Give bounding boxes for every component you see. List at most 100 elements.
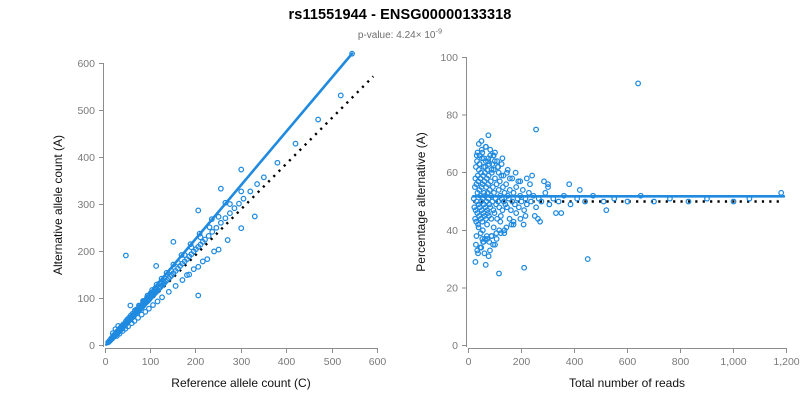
scatter-point (472, 164, 479, 170)
scatter-point (479, 149, 486, 156)
scatter-point (495, 187, 502, 193)
right-x-label-200: 200 (513, 356, 531, 368)
left-x-label-100: 100 (142, 356, 160, 368)
scatter-point (167, 273, 174, 280)
scatter-point (555, 198, 562, 205)
scatter-point (479, 236, 486, 242)
scatter-point (545, 184, 551, 191)
left-y-label-400: 400 (77, 152, 95, 164)
scatter-point (500, 172, 507, 179)
left-x-axis-title: Reference allele count (C) (171, 376, 310, 390)
left-y-label-300: 300 (77, 199, 95, 211)
scatter-point (215, 213, 222, 220)
scatter-point (120, 321, 127, 328)
scatter-point (211, 248, 218, 255)
scatter-points (470, 80, 785, 277)
scatter-point (153, 263, 160, 269)
scatter-point (274, 159, 281, 166)
scatter-point (603, 207, 610, 214)
right-y-label-100: 100 (440, 52, 458, 64)
scatter-point (172, 283, 179, 289)
scatter-point (231, 205, 238, 212)
scatter-point (513, 184, 520, 191)
scatter-point (635, 80, 642, 87)
scatter-point (521, 264, 528, 271)
right-panel-y-axis: 100 80 60 40 20 0 Percentage alternative… (414, 52, 467, 352)
scatter-point (490, 241, 497, 248)
scatter-point (523, 175, 530, 182)
right-x-label-600: 600 (619, 356, 637, 368)
scatter-point (510, 221, 517, 228)
scatter-point (529, 172, 536, 179)
scatter-point (521, 207, 528, 214)
scatter-point (485, 155, 492, 162)
scatter-point (546, 201, 553, 208)
scatter-point (558, 210, 565, 216)
scatter-point (315, 116, 322, 123)
scatter-point (499, 155, 506, 162)
scatter-point (778, 189, 785, 196)
scatter-point (491, 210, 498, 216)
left-y-label-500: 500 (77, 105, 95, 117)
scatter-point (485, 158, 492, 165)
left-panel-x-axis: 0 100 200 300 400 500 600 Reference alle… (103, 348, 387, 390)
scatter-point (482, 261, 489, 268)
scatter-point (485, 132, 492, 139)
scatter-point (515, 204, 522, 211)
left-panel: 600 500 400 300 200 100 0 Alternative al… (51, 50, 387, 390)
left-x-label-600: 600 (369, 356, 387, 368)
scatter-point (553, 210, 559, 216)
scatter-point (518, 198, 525, 205)
scatter-point (240, 195, 247, 202)
scatter-point (135, 314, 141, 321)
scatter-point (251, 213, 258, 220)
scatter-point (162, 278, 169, 285)
left-x-label-200: 200 (187, 356, 205, 368)
scatter-point (481, 250, 488, 257)
scatter-point (125, 323, 132, 330)
left-x-label-400: 400 (278, 356, 296, 368)
scatter-point (485, 253, 492, 260)
scatter-point (506, 187, 513, 193)
scatter-point (582, 198, 589, 205)
scatter-point (486, 201, 493, 208)
scatter-point (479, 218, 486, 225)
scatter-point (504, 166, 511, 173)
left-x-tick-labels: 0 100 200 300 400 500 600 (103, 356, 387, 368)
scatter-point (584, 256, 591, 263)
scatter-point (542, 189, 549, 196)
scatter-point (504, 204, 510, 211)
scatter-point (489, 184, 496, 191)
scatter-point (492, 175, 498, 182)
scatter-point (500, 184, 506, 191)
scatter-point (142, 308, 149, 315)
scatter-point (471, 204, 478, 211)
right-y-tick-labels: 100 80 60 40 20 0 (440, 52, 458, 352)
right-y-label-80: 80 (446, 110, 458, 122)
right-y-ticks (462, 57, 467, 346)
scatter-point (127, 312, 134, 319)
scatter-point (472, 215, 479, 222)
scatter-point (484, 207, 490, 214)
scatter-point (496, 178, 503, 185)
scatter-point (238, 225, 245, 232)
scatter-point (165, 288, 172, 295)
scatter-point (506, 215, 513, 222)
scatter-point (487, 178, 494, 185)
scatter-point (475, 224, 482, 231)
scatter-point (480, 238, 487, 245)
scatter-point (490, 152, 497, 159)
left-y-label-100: 100 (77, 293, 95, 305)
scatter-point (566, 181, 573, 188)
scatter-point (122, 252, 129, 259)
left-y-label-0: 0 (89, 340, 95, 352)
scatter-point (112, 326, 119, 333)
scatter-point (500, 198, 507, 205)
right-x-ticks (468, 348, 787, 353)
right-x-tick-labels: 0 200 400 600 800 1,000 1,200 (466, 356, 800, 368)
scatter-point (138, 311, 145, 318)
scatter-point (576, 187, 583, 193)
scatter-point (517, 215, 524, 222)
scatter-point (531, 212, 538, 219)
scatter-point (206, 224, 213, 231)
